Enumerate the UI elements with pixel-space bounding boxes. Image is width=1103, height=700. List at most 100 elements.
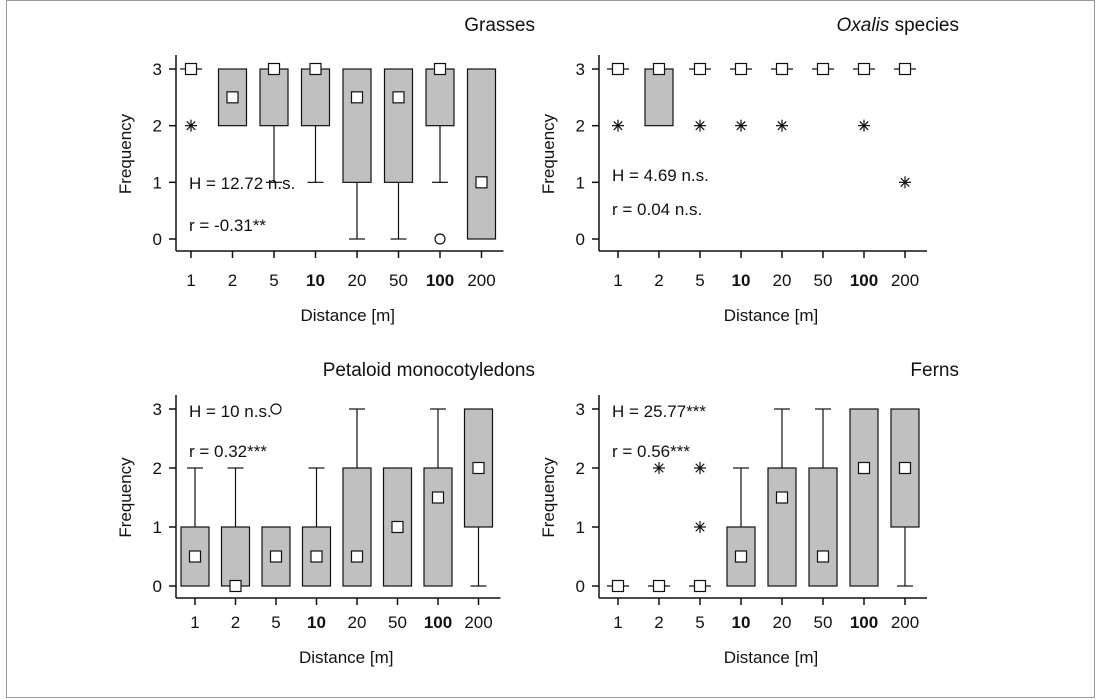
- chart-panel-4: Ferns 0 1 2 3 1 2 5 10 20 50 100 200 Distance [m] Freq…: [539, 360, 959, 667]
- box-1: [607, 64, 629, 132]
- x-axis-label: Distance [m]: [724, 306, 818, 325]
- iqr-box: [645, 69, 673, 126]
- median-marker: [818, 551, 829, 562]
- y-tick-label: 0: [153, 577, 162, 596]
- box-20: [343, 409, 371, 586]
- median-marker: [654, 581, 665, 592]
- x-tick-label: 10: [307, 613, 326, 632]
- x-tick-label: 10: [732, 271, 751, 290]
- x-tick-label: 20: [348, 613, 367, 632]
- iqr-box: [424, 468, 452, 586]
- box-5: [689, 64, 711, 132]
- box-5: [689, 462, 711, 592]
- median-marker: [695, 581, 706, 592]
- y-tick-label: 1: [153, 173, 162, 192]
- median-marker: [393, 92, 404, 103]
- chart-title: Ferns: [910, 360, 959, 381]
- median-marker: [859, 463, 870, 474]
- box-20: [768, 409, 796, 586]
- median-marker: [476, 177, 487, 188]
- chart-title: Oxalis species: [837, 15, 960, 36]
- stat-annotation-line: H = 10 n.s.: [189, 402, 272, 421]
- median-marker: [818, 64, 829, 75]
- x-tick-label: 100: [850, 271, 878, 290]
- box-10: [303, 468, 331, 586]
- y-tick-label: 3: [576, 60, 585, 79]
- y-tick-label: 1: [153, 518, 162, 537]
- x-tick-label: 50: [389, 271, 408, 290]
- x-tick-label: 20: [773, 613, 792, 632]
- box-1: [180, 64, 202, 132]
- stat-annotation-line: H = 12.72 n.s.: [189, 174, 295, 193]
- x-tick-label: 200: [891, 271, 919, 290]
- box-1: [181, 468, 209, 586]
- median-marker: [473, 463, 484, 474]
- iqr-box: [260, 69, 288, 126]
- median-marker: [352, 551, 363, 562]
- y-tick-label: 2: [153, 117, 162, 136]
- y-tick-label: 2: [576, 117, 585, 136]
- box-1: [607, 581, 629, 592]
- median-marker: [900, 463, 911, 474]
- extreme-value-marker: [858, 120, 870, 132]
- chart-title: Grasses: [464, 15, 535, 36]
- iqr-box: [343, 69, 371, 182]
- median-marker: [269, 64, 280, 75]
- extreme-value-marker: [776, 120, 788, 132]
- x-axis-label: Distance [m]: [724, 648, 818, 667]
- median-marker: [186, 64, 197, 75]
- box-100: [426, 64, 454, 245]
- x-tick-label: 2: [654, 271, 663, 290]
- outlier-marker: [435, 234, 445, 244]
- x-tick-label: 1: [613, 271, 622, 290]
- median-marker: [190, 551, 201, 562]
- iqr-box: [385, 69, 413, 182]
- x-tick-label: 50: [388, 613, 407, 632]
- box-200: [468, 69, 496, 239]
- iqr-box: [809, 468, 837, 586]
- box-200: [891, 409, 919, 586]
- chart-title-text: species: [895, 15, 959, 36]
- y-axis-label: Frequency: [116, 113, 135, 194]
- x-tick-label: 20: [348, 271, 367, 290]
- box-50: [384, 468, 412, 586]
- box-200: [465, 409, 493, 586]
- extreme-value-marker: [185, 120, 197, 132]
- x-tick-label: 2: [654, 613, 663, 632]
- x-tick-label: 1: [186, 271, 195, 290]
- box-10: [302, 64, 330, 183]
- box-5: [262, 404, 290, 586]
- chart-title-text: Grasses: [464, 15, 535, 36]
- x-axis-label: Distance [m]: [299, 648, 393, 667]
- median-marker: [271, 551, 282, 562]
- iqr-box: [768, 468, 796, 586]
- x-tick-label: 2: [228, 271, 237, 290]
- stat-annotation-line: r = 0.32***: [189, 442, 267, 461]
- median-marker: [736, 64, 747, 75]
- x-tick-label: 1: [613, 613, 622, 632]
- extreme-value-marker: [612, 120, 624, 132]
- box-100: [424, 409, 452, 586]
- box-20: [343, 69, 371, 239]
- median-marker: [900, 64, 911, 75]
- x-tick-label: 10: [732, 613, 751, 632]
- y-tick-label: 0: [153, 230, 162, 249]
- box-100: [850, 409, 878, 586]
- iqr-box: [850, 409, 878, 586]
- extreme-value-marker: [653, 462, 665, 474]
- x-tick-label: 5: [271, 613, 280, 632]
- box-20: [771, 64, 793, 132]
- median-marker: [435, 64, 446, 75]
- median-marker: [227, 92, 238, 103]
- x-tick-label: 100: [850, 613, 878, 632]
- median-marker: [613, 581, 624, 592]
- chart-title: Petaloid monocotyledons: [323, 360, 535, 381]
- box-10: [727, 468, 755, 586]
- box-100: [853, 64, 875, 132]
- x-tick-label: 1: [190, 613, 199, 632]
- median-marker: [433, 492, 444, 503]
- x-tick-label: 5: [695, 613, 704, 632]
- x-tick-label: 100: [424, 613, 452, 632]
- x-tick-label: 5: [269, 271, 278, 290]
